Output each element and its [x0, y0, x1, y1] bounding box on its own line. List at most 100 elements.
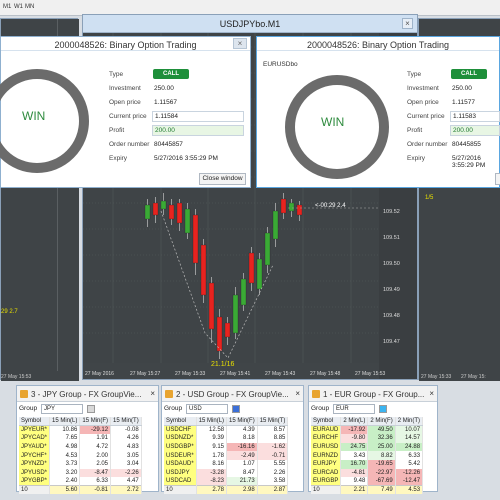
- time-tick-label: 27 May 15:27: [130, 371, 161, 377]
- column-header[interactable]: 2 Min(F): [367, 417, 396, 427]
- column-header[interactable]: 15 Min(L): [49, 417, 81, 427]
- dialog-title-bar-right: 2000048526: Binary Option Trading: [257, 37, 499, 51]
- eur-group-window[interactable]: 1 - EUR Group - FX Group... × Group EUR Symb…: [308, 385, 438, 495]
- value-cell: 49.50: [367, 425, 396, 435]
- candle-body: [240, 278, 247, 306]
- table-row[interactable]: USDEUR* 1.78 -2.49 -0.71: [164, 451, 289, 460]
- table-row[interactable]: USDCHF 12.58 4.39 8.57: [164, 425, 289, 435]
- candle-body: [248, 252, 255, 284]
- table-row[interactable]: USDGBP* 9.15 -16.16 -1.62: [164, 442, 289, 452]
- value-cell: 1.91: [79, 434, 112, 443]
- table-row[interactable]: EURCHF -9.80 32.36 14.57: [311, 434, 424, 443]
- candle-body: [200, 244, 207, 296]
- symbol-cell: EURGBP: [311, 477, 342, 486]
- column-header[interactable]: 2 Min(L): [340, 417, 369, 427]
- symbol-cell: EURCAD: [311, 468, 342, 478]
- left-chart-time: 27 May 15:53: [1, 374, 32, 380]
- table-row[interactable]: EURJPY 16.70 -19.65 5.42: [311, 459, 424, 469]
- candle-body: [232, 294, 239, 334]
- dialog-title-bar: 2000048526: Binary Option Trading ×: [1, 37, 250, 51]
- group-title-bar: 2 - USD Group - FX GroupVie... ×: [162, 386, 303, 402]
- close-icon[interactable]: ×: [233, 38, 247, 49]
- expiry-value: 5/27/2016 3:55:29 PM: [154, 155, 218, 162]
- close-icon[interactable]: ×: [150, 389, 155, 398]
- call-badge-right: CALL: [451, 69, 487, 79]
- candle-body: [192, 214, 199, 264]
- column-header[interactable]: 2 Min(T): [395, 417, 424, 427]
- table-header: Symbol 15 Min(L) 15 Min(F) 15 Min(T): [164, 417, 289, 427]
- value-cell: 12.58: [196, 425, 228, 435]
- value-cell: -12.26: [395, 468, 424, 478]
- group-select[interactable]: EUR: [333, 404, 375, 414]
- table-row[interactable]: JPYUSD* 3.20 -8.47 -2.26: [19, 468, 142, 478]
- right-chart-time-2: 27 May 15:: [461, 374, 486, 380]
- value-cell: 16.70: [340, 459, 369, 469]
- column-header[interactable]: 15 Min(L): [196, 417, 228, 427]
- column-header[interactable]: 15 Min(T): [257, 417, 289, 427]
- timeframe-m1[interactable]: M1: [3, 4, 12, 10]
- usd-group-window[interactable]: 2 - USD Group - FX GroupVie... × Group USD S…: [161, 385, 304, 495]
- column-header[interactable]: 15 Min(T): [110, 417, 142, 427]
- value-cell: 1.78: [196, 451, 228, 460]
- binary-option-dialog-left[interactable]: 2000048526: Binary Option Trading × WIN …: [0, 36, 251, 188]
- table-row[interactable]: JPYGBP* 2.40 6.33 4.47: [19, 477, 142, 486]
- table-row[interactable]: EURNZD 3.43 8.82 6.33: [311, 451, 424, 460]
- table-row[interactable]: USDJPY -3.28 8.47 2.26: [164, 468, 289, 478]
- table-row[interactable]: USDAUD* 8.16 1.07 5.55: [164, 459, 289, 469]
- table-row[interactable]: EURAUD -17.92 49.50 10.07: [311, 425, 424, 435]
- group-color-swatch[interactable]: [379, 405, 387, 413]
- table-row[interactable]: JPYEUR* 10.86 -29.12 -0.08: [19, 425, 142, 435]
- table-row[interactable]: USDNZD* 9.39 8.18 8.85: [164, 434, 289, 443]
- value-cell: 6.33: [395, 451, 424, 460]
- value-cell: 8.85: [257, 434, 289, 443]
- table-header: Symbol 15 Min(L) 15 Min(F) 15 Min(T): [19, 417, 142, 427]
- symbol-cell: USDEUR*: [164, 451, 197, 460]
- timeframe-mn[interactable]: MN: [25, 4, 35, 10]
- table-row[interactable]: USDCAD -8.23 21.73 3.58: [164, 477, 289, 486]
- table-row[interactable]: JPYCHF* 4.53 2.00 3.05: [19, 451, 142, 460]
- value-cell: 1.07: [226, 459, 258, 469]
- close-icon[interactable]: ×: [402, 18, 413, 29]
- column-header[interactable]: Symbol: [311, 417, 342, 427]
- close-icon[interactable]: ×: [429, 389, 434, 398]
- column-header[interactable]: Symbol: [19, 417, 51, 427]
- close-icon[interactable]: ×: [295, 389, 300, 398]
- value-cell: 21.73: [226, 477, 258, 486]
- binary-option-dialog-right[interactable]: 2000048526: Binary Option Trading EURUSD…: [256, 36, 500, 188]
- value-cell: 2.40: [49, 477, 81, 486]
- close-window-button-right[interactable]: [495, 173, 500, 185]
- group-window-icon: [165, 390, 173, 398]
- value-cell: 6.33: [79, 477, 112, 486]
- total-cell: -0.81: [79, 485, 112, 495]
- group-select[interactable]: JPY: [41, 404, 83, 414]
- value-cell: 2.00: [79, 451, 112, 460]
- expiry-label: Expiry: [109, 155, 128, 162]
- column-header[interactable]: Symbol: [164, 417, 197, 427]
- column-header[interactable]: 15 Min(F): [226, 417, 258, 427]
- price-tick-label: 109.52: [383, 209, 400, 215]
- total-cell: 7.49: [367, 485, 396, 495]
- table-row[interactable]: JPYNZD* 3.73 2.05 3.04: [19, 459, 142, 469]
- column-header[interactable]: 15 Min(F): [79, 417, 112, 427]
- total-cell: 10: [19, 485, 51, 495]
- table-row[interactable]: EURCAD -4.81 -22.97 -12.26: [311, 468, 424, 478]
- value-cell: 5.55: [257, 459, 289, 469]
- chart-annotation-top: <-00:29 2.4: [315, 203, 346, 209]
- current-price-value-right: 1.11583: [450, 111, 500, 122]
- group-select[interactable]: USD: [186, 404, 228, 414]
- group-color-swatch[interactable]: [232, 405, 240, 413]
- table-row[interactable]: JPYCAD* 7.65 1.91 4.26: [19, 434, 142, 443]
- close-window-button[interactable]: Close window: [199, 173, 246, 185]
- table-row[interactable]: EURUSD 24.75 25.00 24.88: [311, 442, 424, 452]
- expiry-value-right: 5/27/2016 3:55:29 PM: [452, 155, 486, 169]
- jpy-group-window[interactable]: 3 - JPY Group - FX GroupVie... × Group JPY S…: [16, 385, 159, 495]
- group-color-swatch[interactable]: [87, 405, 95, 413]
- timeframe-w1[interactable]: W1: [14, 4, 23, 10]
- table-row[interactable]: EURGBP 9.48 -67.69 -12.47: [311, 477, 424, 486]
- table-row[interactable]: JPYAUD* 4.98 4.72 4.83: [19, 442, 142, 452]
- value-cell: 9.48: [340, 477, 369, 486]
- value-cell: -4.81: [340, 468, 369, 478]
- win-ring-icon-right: [285, 75, 389, 179]
- time-tick-label: 27 May 15:33: [175, 371, 206, 377]
- value-cell: -0.71: [257, 451, 289, 460]
